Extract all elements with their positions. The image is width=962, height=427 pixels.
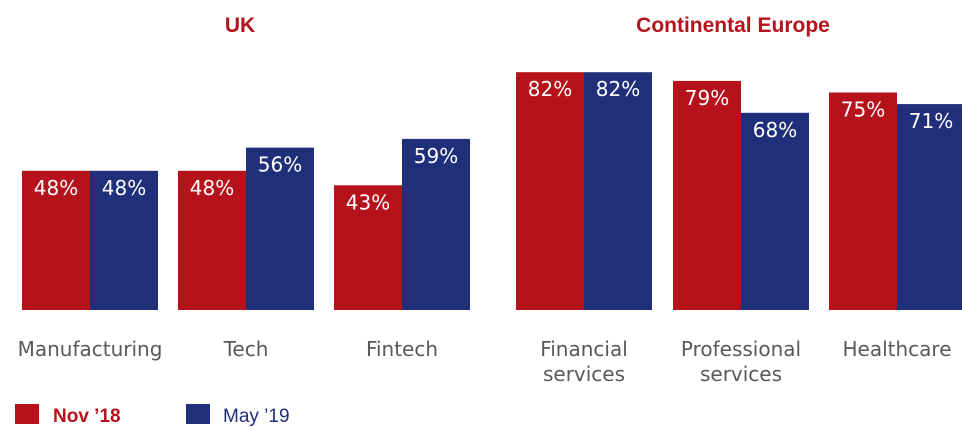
category-label-tech: Tech xyxy=(223,337,269,361)
value-label-healthcare-may-19: 71% xyxy=(909,109,953,133)
bar-professional-services-nov-18 xyxy=(673,80,741,311)
continental-europe-panel-title: Continental Europe xyxy=(636,14,830,37)
category-label-professional-services: Professional services xyxy=(681,337,801,386)
value-label-tech-may-19: 56% xyxy=(258,153,302,177)
category-label-financial-services: Financial services xyxy=(540,337,628,386)
value-label-fintech-nov-18: 43% xyxy=(346,190,390,214)
value-label-tech-nov-18: 48% xyxy=(190,176,234,200)
legend-swatch-nov-18 xyxy=(15,404,39,424)
category-label-healthcare: Healthcare xyxy=(842,337,951,361)
bar-manufacturing-may-19 xyxy=(90,170,158,310)
category-label-manufacturing: Manufacturing xyxy=(18,337,163,361)
bar-healthcare-nov-18 xyxy=(829,92,897,310)
value-label-healthcare-nov-18: 75% xyxy=(841,98,885,122)
value-label-manufacturing-nov-18: 48% xyxy=(34,176,78,200)
bar-tech-nov-18 xyxy=(178,170,246,310)
value-label-fintech-may-19: 59% xyxy=(414,144,458,168)
bar-professional-services-may-19 xyxy=(741,112,809,310)
labels-layer: 48% 48% Manufacturing 48% 56% Tech 43% 59% Finte… xyxy=(18,77,954,386)
legend-label-nov-18: Nov ’18 xyxy=(53,406,121,427)
value-label-professional-services-may-19: 68% xyxy=(753,118,797,142)
category-label-fintech: Fintech xyxy=(366,337,438,361)
bar-tech-may-19 xyxy=(246,147,314,310)
bar-financial-services-nov-18 xyxy=(516,72,584,310)
value-label-professional-services-nov-18: 79% xyxy=(685,86,729,110)
legend: Nov ’18 May ’19 xyxy=(15,404,290,427)
legend-label-may-19: May ’19 xyxy=(223,406,290,427)
bar-healthcare-may-19 xyxy=(897,104,962,310)
bar-manufacturing-nov-18 xyxy=(22,170,90,310)
uk-panel-title: UK xyxy=(225,14,255,37)
legend-swatch-may-19 xyxy=(186,404,210,424)
value-label-financial-services-may-19: 82% xyxy=(596,77,640,101)
bar-fintech-nov-18 xyxy=(334,185,402,310)
value-label-financial-services-nov-18: 82% xyxy=(528,77,572,101)
bars-layer xyxy=(22,72,962,311)
value-label-manufacturing-may-19: 48% xyxy=(102,176,146,200)
bar-fintech-may-19 xyxy=(402,138,470,310)
bar-financial-services-may-19 xyxy=(584,72,652,310)
